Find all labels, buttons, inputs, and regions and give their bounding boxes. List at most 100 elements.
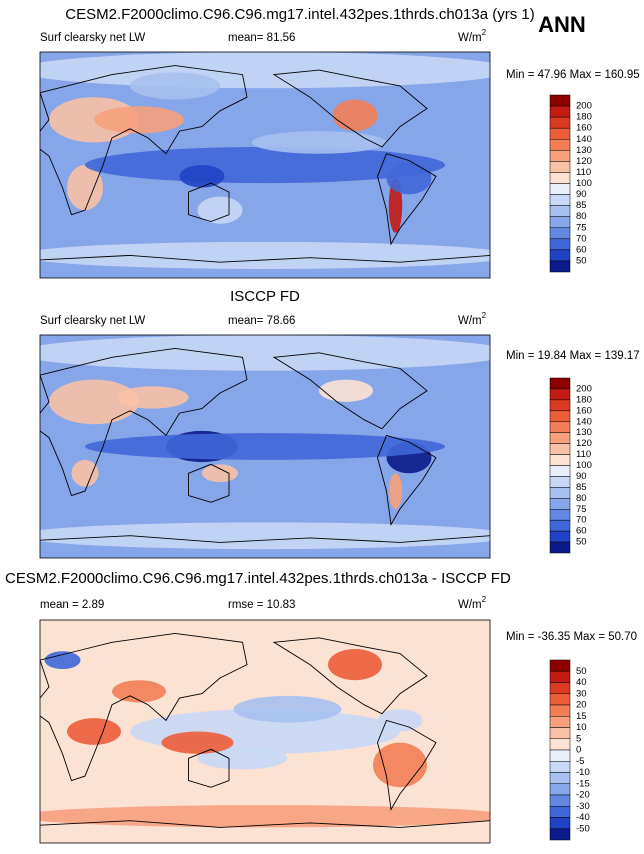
colorbar-box (549, 727, 571, 739)
colorbar-label: 180 (576, 112, 592, 123)
coastline (40, 820, 490, 828)
colorbar-box (549, 443, 571, 455)
coastline (188, 463, 230, 503)
colorbar-box (549, 476, 571, 488)
units: W/m2 (458, 28, 487, 44)
left-label: mean = 2.89 (40, 599, 104, 611)
colorbar-label: 130 (576, 427, 592, 438)
coastline (40, 535, 490, 543)
colorbar-label: 15 (576, 711, 587, 722)
units-sup: 2 (482, 28, 487, 37)
left-label: Surf clearsky net LW (40, 315, 145, 327)
coastline (40, 347, 248, 497)
colorbar-label: 110 (576, 167, 591, 178)
field-region (44, 651, 81, 670)
colorbar-label: -20 (576, 790, 590, 801)
colorbar-label: 100 (576, 178, 592, 189)
field-region (85, 146, 445, 184)
field-region (386, 162, 432, 195)
colorbar-label: -15 (576, 778, 590, 789)
field-region (40, 52, 490, 89)
colorbar-label: 200 (576, 383, 592, 394)
field-region (179, 165, 225, 188)
colorbar-box (549, 487, 571, 499)
coastline (40, 254, 490, 263)
field-region (67, 165, 103, 211)
colorbar-box (549, 377, 571, 390)
map-frame (39, 619, 491, 844)
left-label: Surf clearsky net LW (40, 32, 145, 44)
field-region (71, 459, 99, 487)
colorbar-box (549, 227, 571, 240)
field-region (233, 695, 342, 723)
colorbar-label: 180 (576, 394, 592, 405)
colorbar-box (549, 530, 571, 543)
colorbar-box (549, 682, 571, 694)
colorbar-box (549, 704, 571, 717)
field-region (197, 196, 243, 224)
colorbar-box (549, 249, 571, 262)
colorbar-box (549, 139, 571, 151)
colorbar-label: 140 (576, 134, 592, 145)
colorbar-label: 30 (576, 688, 587, 699)
colorbar-label: -40 (576, 812, 590, 823)
map (40, 52, 490, 278)
coastline (188, 748, 230, 788)
colorbar-label: 60 (576, 244, 587, 255)
colorbar-label: 90 (576, 471, 587, 482)
units: W/m2 (458, 595, 487, 611)
colorbar-box (549, 116, 571, 129)
colorbar-box (549, 127, 571, 140)
coastline (272, 637, 428, 715)
field-region (373, 742, 427, 788)
field-region (161, 731, 234, 754)
units-base: W/m (458, 599, 482, 611)
colorbar-label: -5 (576, 756, 584, 767)
field-region (40, 805, 490, 828)
colorbar-box (549, 738, 571, 751)
colorbar-label: 100 (576, 460, 592, 471)
colorbar-label: -30 (576, 801, 590, 812)
colorbar-label: 120 (576, 438, 592, 449)
units-base: W/m (458, 315, 482, 327)
field-region (40, 241, 490, 269)
colorbar-box (549, 693, 571, 706)
map (40, 335, 490, 558)
min-max: Min = -36.35 Max = 50.70 (506, 631, 637, 643)
colorbar-box (549, 238, 571, 251)
coastline (188, 182, 230, 222)
map (40, 620, 490, 843)
colorbar-label: -50 (576, 823, 590, 834)
colorbar-box (549, 541, 571, 554)
coastline (377, 719, 437, 811)
colorbar-label: 10 (576, 722, 587, 733)
colorbar-label: 40 (576, 677, 587, 688)
colorbar-label: 20 (576, 700, 587, 711)
colorbar-box (549, 150, 571, 162)
colorbar-box (549, 659, 571, 672)
colorbar-box (549, 161, 571, 173)
field-region (202, 464, 238, 483)
coastline (377, 434, 437, 526)
colorbar-label: 75 (576, 222, 587, 233)
colorbar-box (549, 410, 571, 422)
colorbar-label: 0 (576, 745, 581, 756)
units: W/m2 (458, 311, 487, 327)
colorbar-label: 85 (576, 482, 587, 493)
center-label: mean= 78.66 (228, 315, 295, 327)
units-base: W/m (458, 32, 482, 44)
colorbar-box (549, 465, 571, 477)
min-max: Min = 19.84 Max = 139.17 (506, 350, 640, 362)
colorbar-label: 80 (576, 493, 587, 504)
colorbar-box (549, 194, 571, 206)
field-region (40, 335, 490, 371)
panel-title: ISCCP FD (230, 288, 300, 305)
colorbar-box (549, 105, 571, 118)
field-region (251, 131, 387, 154)
colorbar-box (549, 183, 571, 195)
map-frame (39, 334, 491, 559)
colorbar-label: 80 (576, 211, 587, 222)
colorbar-box (549, 399, 571, 412)
colorbar-label: 50 (576, 255, 587, 266)
colorbar-box (549, 388, 571, 401)
